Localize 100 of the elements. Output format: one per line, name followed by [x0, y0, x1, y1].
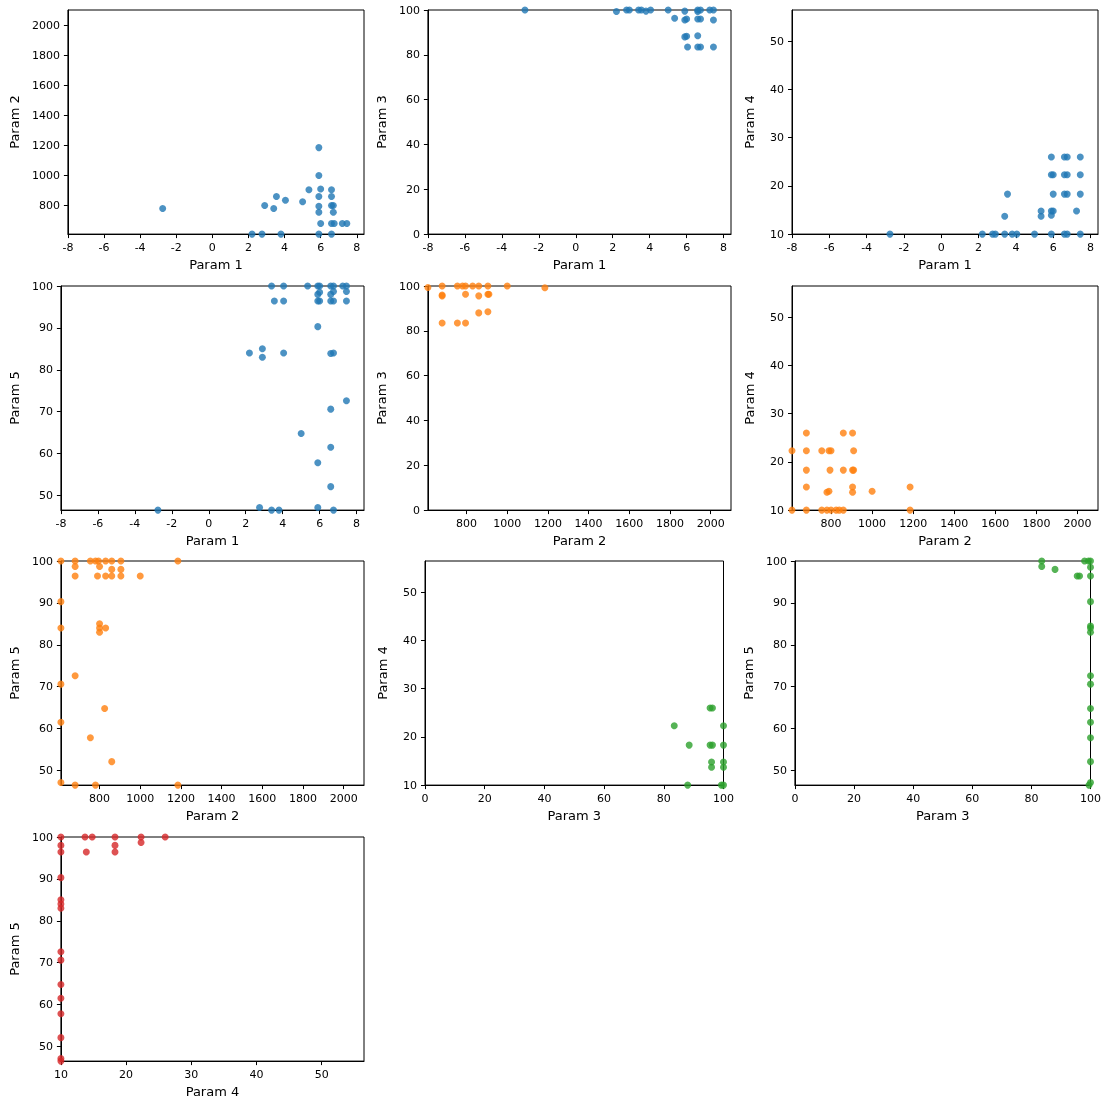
x-tick-label: -6	[98, 241, 110, 255]
y-tick-label: 30	[403, 682, 417, 696]
x-tick-label: -8	[786, 241, 798, 255]
y-tick-label: 100	[765, 554, 787, 568]
x-axis-title: Param 2	[918, 532, 972, 548]
y-axis-title: Param 3	[374, 370, 389, 425]
y-tick-label: 20	[405, 182, 420, 196]
y-tick-label: 80	[38, 913, 53, 927]
x-tick-label: 100	[713, 792, 734, 806]
x-tick-label: 8	[1087, 241, 1095, 255]
y-tick-label: 80	[405, 48, 420, 62]
x-tick-label: 1800	[1022, 516, 1051, 530]
x-tick-label: 1400	[574, 516, 603, 530]
y-tick-label: 90	[772, 596, 787, 610]
x-tick-label: -8	[422, 241, 434, 255]
x-tick-label: 1600	[615, 516, 644, 530]
x-tick-label: 0	[937, 241, 945, 255]
y-tick-label: 60	[38, 446, 53, 460]
y-tick-label: 80	[38, 638, 53, 652]
x-tick-label: 40	[249, 1067, 264, 1081]
x-tick-label: 4	[279, 516, 287, 530]
x-axis-title: Param 1	[552, 257, 607, 272]
x-tick-label: 1000	[126, 792, 155, 806]
x-tick-label: -4	[134, 241, 146, 255]
y-tick-label: 30	[770, 131, 784, 145]
x-tick-label: 1400	[940, 516, 969, 530]
y-tick-label: 40	[403, 634, 417, 648]
x-tick-label: -2	[533, 241, 545, 255]
y-tick-label: 40	[405, 413, 420, 427]
y-axis-title: Param 4	[742, 95, 757, 149]
y-tick-label: 20	[770, 454, 784, 468]
y-axis-title: Param 5	[7, 370, 22, 425]
x-tick-label: 2000	[696, 516, 725, 530]
y-tick-label: 90	[38, 871, 53, 885]
x-tick-label: 80	[656, 792, 671, 806]
y-tick-label: 100	[31, 830, 53, 843]
y-tick-label: 1000	[31, 168, 60, 182]
y-tick-label: 90	[38, 320, 53, 334]
x-tick-label: 1600	[981, 516, 1010, 530]
x-tick-label: 2000	[329, 792, 358, 806]
x-tick-label: 6	[1049, 241, 1057, 255]
x-tick-label: 1200	[166, 792, 195, 806]
x-tick-label: 0	[421, 792, 429, 806]
x-tick-label: 60	[597, 792, 612, 806]
y-tick-label: 10	[403, 778, 417, 792]
y-tick-label: 60	[772, 722, 787, 736]
x-tick-label: -8	[62, 241, 74, 255]
x-tick-label: 1400	[207, 792, 236, 806]
x-tick-label: 0	[208, 241, 216, 255]
y-tick-label: 1600	[31, 78, 60, 92]
x-tick-label: 30	[184, 1067, 199, 1081]
y-tick-label: 50	[772, 763, 787, 777]
x-tick-label: 2	[975, 241, 983, 255]
y-tick-label: 70	[38, 955, 53, 969]
y-axis-title: Param 2	[7, 95, 22, 149]
x-tick-label: -6	[459, 241, 471, 255]
x-tick-label: 2	[242, 516, 250, 530]
x-tick-label: 50	[314, 1067, 329, 1081]
y-axis-title: Param 5	[7, 921, 22, 976]
x-tick-label: 4	[1012, 241, 1020, 255]
y-tick-label: 40	[405, 137, 420, 151]
y-tick-label: 80	[38, 362, 53, 376]
y-tick-label: 50	[38, 488, 53, 502]
y-tick-label: 50	[38, 763, 53, 777]
x-tick-label: -8	[55, 516, 67, 530]
x-axis-title: Param 1	[185, 532, 240, 548]
y-tick-label: 2000	[31, 18, 60, 32]
x-tick-label: 0	[791, 792, 799, 806]
x-tick-label: 80	[1024, 792, 1039, 806]
y-tick-label: 1400	[31, 108, 60, 122]
x-tick-label: 2	[244, 241, 252, 255]
y-tick-label: 30	[770, 406, 784, 420]
x-axis-title: Param 1	[189, 257, 243, 272]
y-tick-label: 50	[38, 1039, 53, 1053]
y-axis-title: Param 5	[741, 646, 756, 700]
x-tick-label: 1200	[533, 516, 562, 530]
x-tick-label: 20	[477, 792, 492, 806]
x-tick-label: 1800	[288, 792, 317, 806]
y-tick-label: 800	[38, 199, 60, 213]
y-tick-label: 20	[403, 730, 417, 744]
y-tick-label: 50	[770, 34, 784, 48]
y-tick-label: 80	[405, 323, 420, 337]
x-axis-title: Param 3	[915, 808, 970, 823]
y-tick-label: 20	[770, 179, 784, 193]
x-tick-label: 8	[353, 241, 361, 255]
x-axis-title: Param 3	[547, 808, 602, 823]
x-tick-label: 6	[683, 241, 691, 255]
y-tick-label: 60	[405, 93, 420, 107]
y-tick-label: 60	[38, 722, 53, 736]
y-tick-label: 20	[405, 458, 420, 472]
x-tick-label: -2	[898, 241, 910, 255]
x-tick-label: 800	[456, 516, 478, 530]
y-axis-title: Param 5	[7, 646, 22, 700]
x-tick-label: 800	[89, 792, 111, 806]
y-tick-label: 0	[412, 227, 420, 241]
y-tick-label: 70	[772, 680, 787, 694]
x-tick-label: 4	[281, 241, 289, 255]
y-tick-label: 70	[38, 680, 53, 694]
y-axis-title: Param 4	[375, 646, 390, 700]
x-tick-label: 20	[119, 1067, 134, 1081]
